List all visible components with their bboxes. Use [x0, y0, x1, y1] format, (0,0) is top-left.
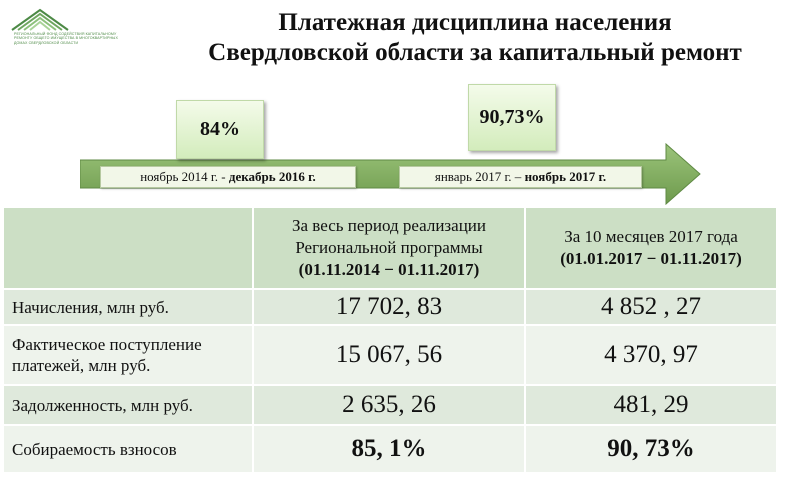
percent-value: 90,73% [479, 106, 545, 128]
title-line-2: Свердловской области за капитальный ремо… [208, 39, 742, 66]
period-label-2014-2016: ноябрь 2014 г. - декабрь 2016 г. [100, 166, 356, 188]
value-full-period: 15 067, 56 [252, 324, 526, 386]
house-roof-icon [11, 8, 69, 31]
percent-marker-2016: 84% [176, 100, 264, 159]
period-label-2017: январь 2017 г. – ноябрь 2017 г. [399, 166, 642, 188]
logo: РЕГИОНАЛЬНЫЙ ФОНД СОДЕЙСТВИЯ КАПИТАЛЬНОМ… [4, 4, 154, 50]
value-10-months: 90, 73% [524, 424, 778, 474]
table-row: Фактическое поступление платежей, млн ру… [2, 324, 778, 386]
percent-value: 84% [200, 118, 240, 140]
row-label: Начисления, млн руб. [2, 288, 254, 326]
value-full-period: 2 635, 26 [252, 384, 526, 426]
payments-table: За весь период реализации Региональной п… [2, 206, 778, 474]
header-full-period: За весь период реализации Региональной п… [252, 206, 526, 290]
table-row: Задолженность, млн руб. 2 635, 26 481, 2… [2, 384, 778, 426]
value-10-months: 4 852 , 27 [524, 288, 778, 326]
header-empty-cell [2, 206, 254, 290]
title-line-1: Платежная дисциплина населения [278, 9, 672, 36]
value-10-months: 4 370, 97 [524, 324, 778, 386]
table-row: Начисления, млн руб. 17 702, 83 4 852 , … [2, 288, 778, 326]
logo-text: РЕГИОНАЛЬНЫЙ ФОНД СОДЕЙСТВИЯ КАПИТАЛЬНОМ… [14, 32, 118, 45]
table-row: Собираемость взносов 85, 1% 90, 73% [2, 424, 778, 474]
value-10-months: 481, 29 [524, 384, 778, 426]
percent-marker-2017: 90,73% [468, 84, 556, 151]
timeline-arrow [80, 143, 701, 205]
row-label: Задолженность, млн руб. [2, 384, 254, 426]
page-title: Платежная дисциплина населения Свердловс… [160, 8, 790, 68]
row-label: Фактическое поступление платежей, млн ру… [2, 324, 254, 386]
value-full-period: 85, 1% [252, 424, 526, 474]
value-full-period: 17 702, 83 [252, 288, 526, 326]
row-label: Собираемость взносов [2, 424, 254, 474]
table-header-row: За весь период реализации Региональной п… [2, 206, 778, 290]
header-10-months: За 10 месяцев 2017 года (01.01.2017 − 01… [524, 206, 778, 290]
